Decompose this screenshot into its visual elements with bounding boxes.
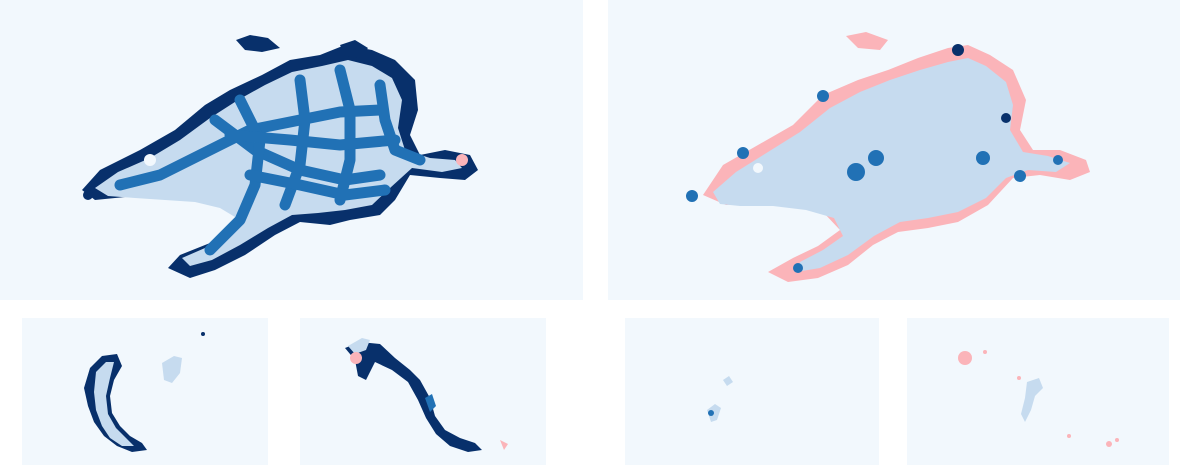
segmentation-map-right: [686, 32, 1090, 282]
light-region: [348, 338, 370, 354]
panel-sub-3: [625, 318, 879, 465]
segmentation-map-sub-3: [707, 376, 733, 422]
dark-spot: [201, 332, 205, 336]
dark-island: [236, 35, 280, 52]
dark-island: [340, 40, 368, 58]
light-region: [713, 58, 1070, 272]
dark-spot: [83, 190, 93, 200]
pink-tail: [500, 440, 508, 450]
light-spot: [753, 163, 763, 173]
medium-spot: [708, 410, 714, 416]
dark-region: [345, 342, 482, 452]
light-region: [1021, 378, 1043, 422]
medium-network: [114, 64, 426, 256]
segmentation-map-sub-4: [958, 350, 1119, 447]
light-island: [162, 356, 182, 383]
panel-sub-1: [22, 318, 268, 465]
pink-island: [846, 32, 888, 50]
pink-spot: [350, 352, 362, 364]
pink-spot: [958, 351, 972, 365]
light-region: [94, 362, 134, 446]
light-island: [723, 376, 733, 386]
panel-sub-2: [300, 318, 546, 465]
medium-region: [425, 394, 436, 412]
panel-sub-4: [907, 318, 1169, 465]
panel-main-left: [0, 0, 583, 300]
segmentation-map-sub-2: [345, 338, 508, 452]
dark-spots: [686, 44, 1063, 273]
pink-dots: [983, 350, 1119, 447]
segmentation-map-sub-1: [84, 332, 205, 452]
segmentation-map-left: [82, 35, 478, 278]
light-spot: [144, 154, 156, 166]
panel-main-right: [608, 0, 1180, 300]
pink-spot: [456, 154, 468, 166]
